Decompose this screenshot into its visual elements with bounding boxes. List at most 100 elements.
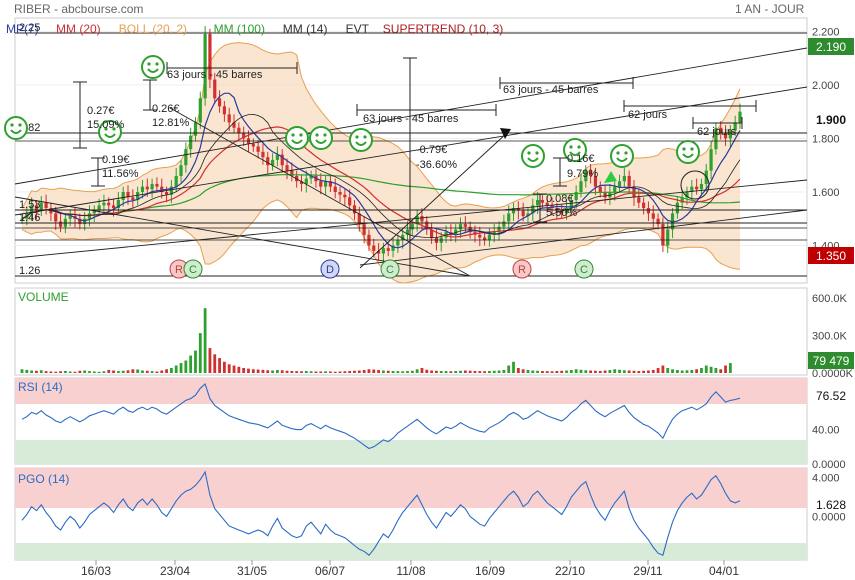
volume-bar <box>656 368 660 373</box>
candle-body <box>483 237 487 241</box>
date-label: 16/09 <box>475 564 505 578</box>
annotation-label: 15.09% <box>87 119 125 131</box>
volume-bar <box>324 371 327 373</box>
volume-bar <box>136 369 140 373</box>
date-label: 29/11 <box>633 564 662 578</box>
volume-bar <box>68 371 72 373</box>
candle-body <box>555 208 559 211</box>
pgo-badge-bg <box>808 496 854 513</box>
candle-body <box>536 200 540 206</box>
volume-bar <box>574 369 578 373</box>
candle-body <box>420 216 424 222</box>
legend-item[interactable]: MM (100) <box>214 22 265 36</box>
candle-body <box>511 208 516 214</box>
volume-bar <box>102 371 106 373</box>
volume-bar <box>165 369 168 373</box>
candle-body <box>222 106 226 115</box>
candle-body <box>34 205 39 211</box>
candle-body <box>39 202 43 211</box>
horizontal-levels: 2.251.821.531.461.26 <box>15 22 807 277</box>
rsi-axis: 40.00 0.0000 76.52 <box>808 387 854 471</box>
legend-item[interactable]: SUPERTREND (10, 3) <box>383 22 503 36</box>
legend-item[interactable]: MP(7) <box>6 22 39 36</box>
event-label: C <box>189 264 197 276</box>
annotation-label: 0.16€ <box>567 153 595 165</box>
smiley-mouth <box>315 139 327 144</box>
volume-bar <box>666 368 670 373</box>
candle-body <box>184 149 188 166</box>
legend-item[interactable]: MM (14) <box>283 22 328 36</box>
smiley-eye <box>690 147 694 151</box>
candle-body <box>164 191 169 195</box>
legend-item[interactable]: BOLL (20, 2) <box>119 22 187 36</box>
candle-body <box>723 133 728 139</box>
volume-bar <box>251 369 255 373</box>
smiley-eye <box>577 145 581 149</box>
candle-body <box>213 79 217 99</box>
smiley-eye <box>299 133 303 137</box>
trend-line <box>14 86 808 216</box>
legend-item[interactable]: MM (20) <box>56 22 101 36</box>
badge-low-bg <box>808 247 854 264</box>
candle-body <box>516 208 520 211</box>
date-label: 11/08 <box>396 564 425 578</box>
candle-body <box>87 213 92 219</box>
candle-body <box>198 98 202 123</box>
volume-bar <box>690 370 694 373</box>
pgo-line <box>21 470 741 556</box>
price-tick-label: 1.800 <box>812 133 840 145</box>
candle-body <box>319 181 323 187</box>
volume-bar <box>25 369 29 373</box>
volume-bar <box>222 361 226 373</box>
volume-bar <box>314 371 318 373</box>
volume-bar <box>266 370 270 373</box>
candle-body <box>458 224 463 230</box>
candle-body <box>285 165 289 171</box>
indicator-legend[interactable]: MP(7) MM (20) BOLL (20, 2) MM (100) MM (14) E… <box>6 22 503 36</box>
volume-bar <box>647 370 650 373</box>
level-label: 1.46 <box>19 212 40 224</box>
volume-bar <box>579 369 583 373</box>
volume-bar <box>728 363 732 373</box>
candle-body <box>169 186 173 195</box>
pgo-tick-label: 4.000 <box>812 473 840 485</box>
trend-line <box>14 179 808 259</box>
candle-body <box>487 234 492 241</box>
candle-body <box>386 248 390 251</box>
candle-body <box>78 218 82 225</box>
volume-bar <box>454 371 458 373</box>
volume-bar <box>242 368 246 373</box>
volume-bar <box>410 370 414 373</box>
trend-line <box>359 209 808 266</box>
volume-bar <box>247 368 250 373</box>
candle-body <box>83 218 87 225</box>
pgo-path <box>21 470 741 556</box>
candle-body <box>140 186 145 192</box>
volume-bar <box>473 371 477 373</box>
candle-body <box>352 205 357 214</box>
volume-bar <box>569 370 573 373</box>
volume-bar <box>208 348 212 373</box>
volume-bar <box>478 371 482 373</box>
candle-body <box>304 178 308 184</box>
volume-bar <box>622 370 626 373</box>
volume-bar <box>189 355 193 373</box>
period-label: 1 AN - JOUR <box>735 2 805 16</box>
candle-body <box>280 154 284 166</box>
annotation-label: -0.79€ <box>416 144 447 156</box>
candle-body <box>502 221 506 227</box>
candle-body <box>121 191 125 201</box>
candle-body <box>44 202 48 209</box>
volume-bar <box>396 371 400 373</box>
candle-body <box>328 181 333 187</box>
legend-item[interactable]: EVT <box>346 22 370 36</box>
volume-bar <box>695 369 699 373</box>
candle-body <box>251 143 255 147</box>
smiley-eye <box>291 133 295 137</box>
smiley-eye <box>155 62 159 66</box>
volume-bar <box>521 369 525 373</box>
volume-badge-bg <box>808 352 854 369</box>
volume-bar <box>107 369 111 373</box>
